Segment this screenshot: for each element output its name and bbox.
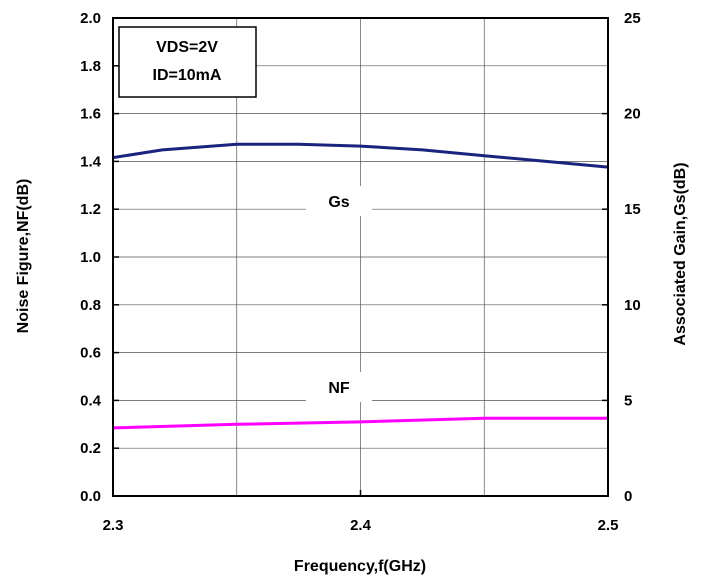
curve-labels: Gs NF <box>306 186 372 402</box>
y-right-tick-label: 25 <box>624 10 641 27</box>
x-tick-label: 2.3 <box>103 517 124 534</box>
x-tick-label: 2.5 <box>598 517 619 534</box>
x-axis-title: Frequency,f(GHz) <box>294 558 426 575</box>
y-left-tick-label: 1.4 <box>80 153 102 170</box>
y-right-tick-label: 0 <box>624 488 632 505</box>
y-right-tick-label: 10 <box>624 297 641 314</box>
gs-series-line <box>112 142 609 169</box>
y-left-tick-label: 2.0 <box>80 10 101 27</box>
nf-curve-label: NF <box>328 380 350 397</box>
tick-labels: 0.0 0.2 0.4 0.6 0.8 1.0 1.2 1.4 1.6 1.8 2.0 0 5 10 15 2… <box>80 10 641 534</box>
y-left-axis-title: Noise Figure,NF(dB) <box>15 179 32 334</box>
y-right-tick-label: 20 <box>624 106 641 123</box>
y-left-tick-label: 0.4 <box>80 392 102 409</box>
y-left-tick-label: 1.8 <box>80 58 101 75</box>
y-right-tick-label: 15 <box>624 201 641 218</box>
y-left-tick-label: 0.2 <box>80 440 101 457</box>
y-left-tick-label: 1.6 <box>80 106 101 123</box>
condition-id: ID=10mA <box>153 67 222 84</box>
series-layer <box>112 142 609 430</box>
y-left-tick-label: 0.6 <box>80 345 101 362</box>
condition-vds: VDS=2V <box>156 39 218 56</box>
y-left-tick-label: 0.8 <box>80 297 101 314</box>
x-tick-label: 2.4 <box>350 517 372 534</box>
y-right-axis-title: Associated Gain,Gs(dB) <box>672 162 689 345</box>
tick-marks <box>112 17 609 497</box>
conditions-box: VDS=2V ID=10mA <box>118 26 257 98</box>
y-left-tick-label: 1.0 <box>80 249 101 266</box>
gs-curve-label: Gs <box>328 194 349 211</box>
y-right-tick-label: 5 <box>624 392 632 409</box>
nf-series-line <box>112 416 608 430</box>
y-left-tick-label: 0.0 <box>80 488 101 505</box>
y-left-tick-label: 1.2 <box>80 201 101 218</box>
